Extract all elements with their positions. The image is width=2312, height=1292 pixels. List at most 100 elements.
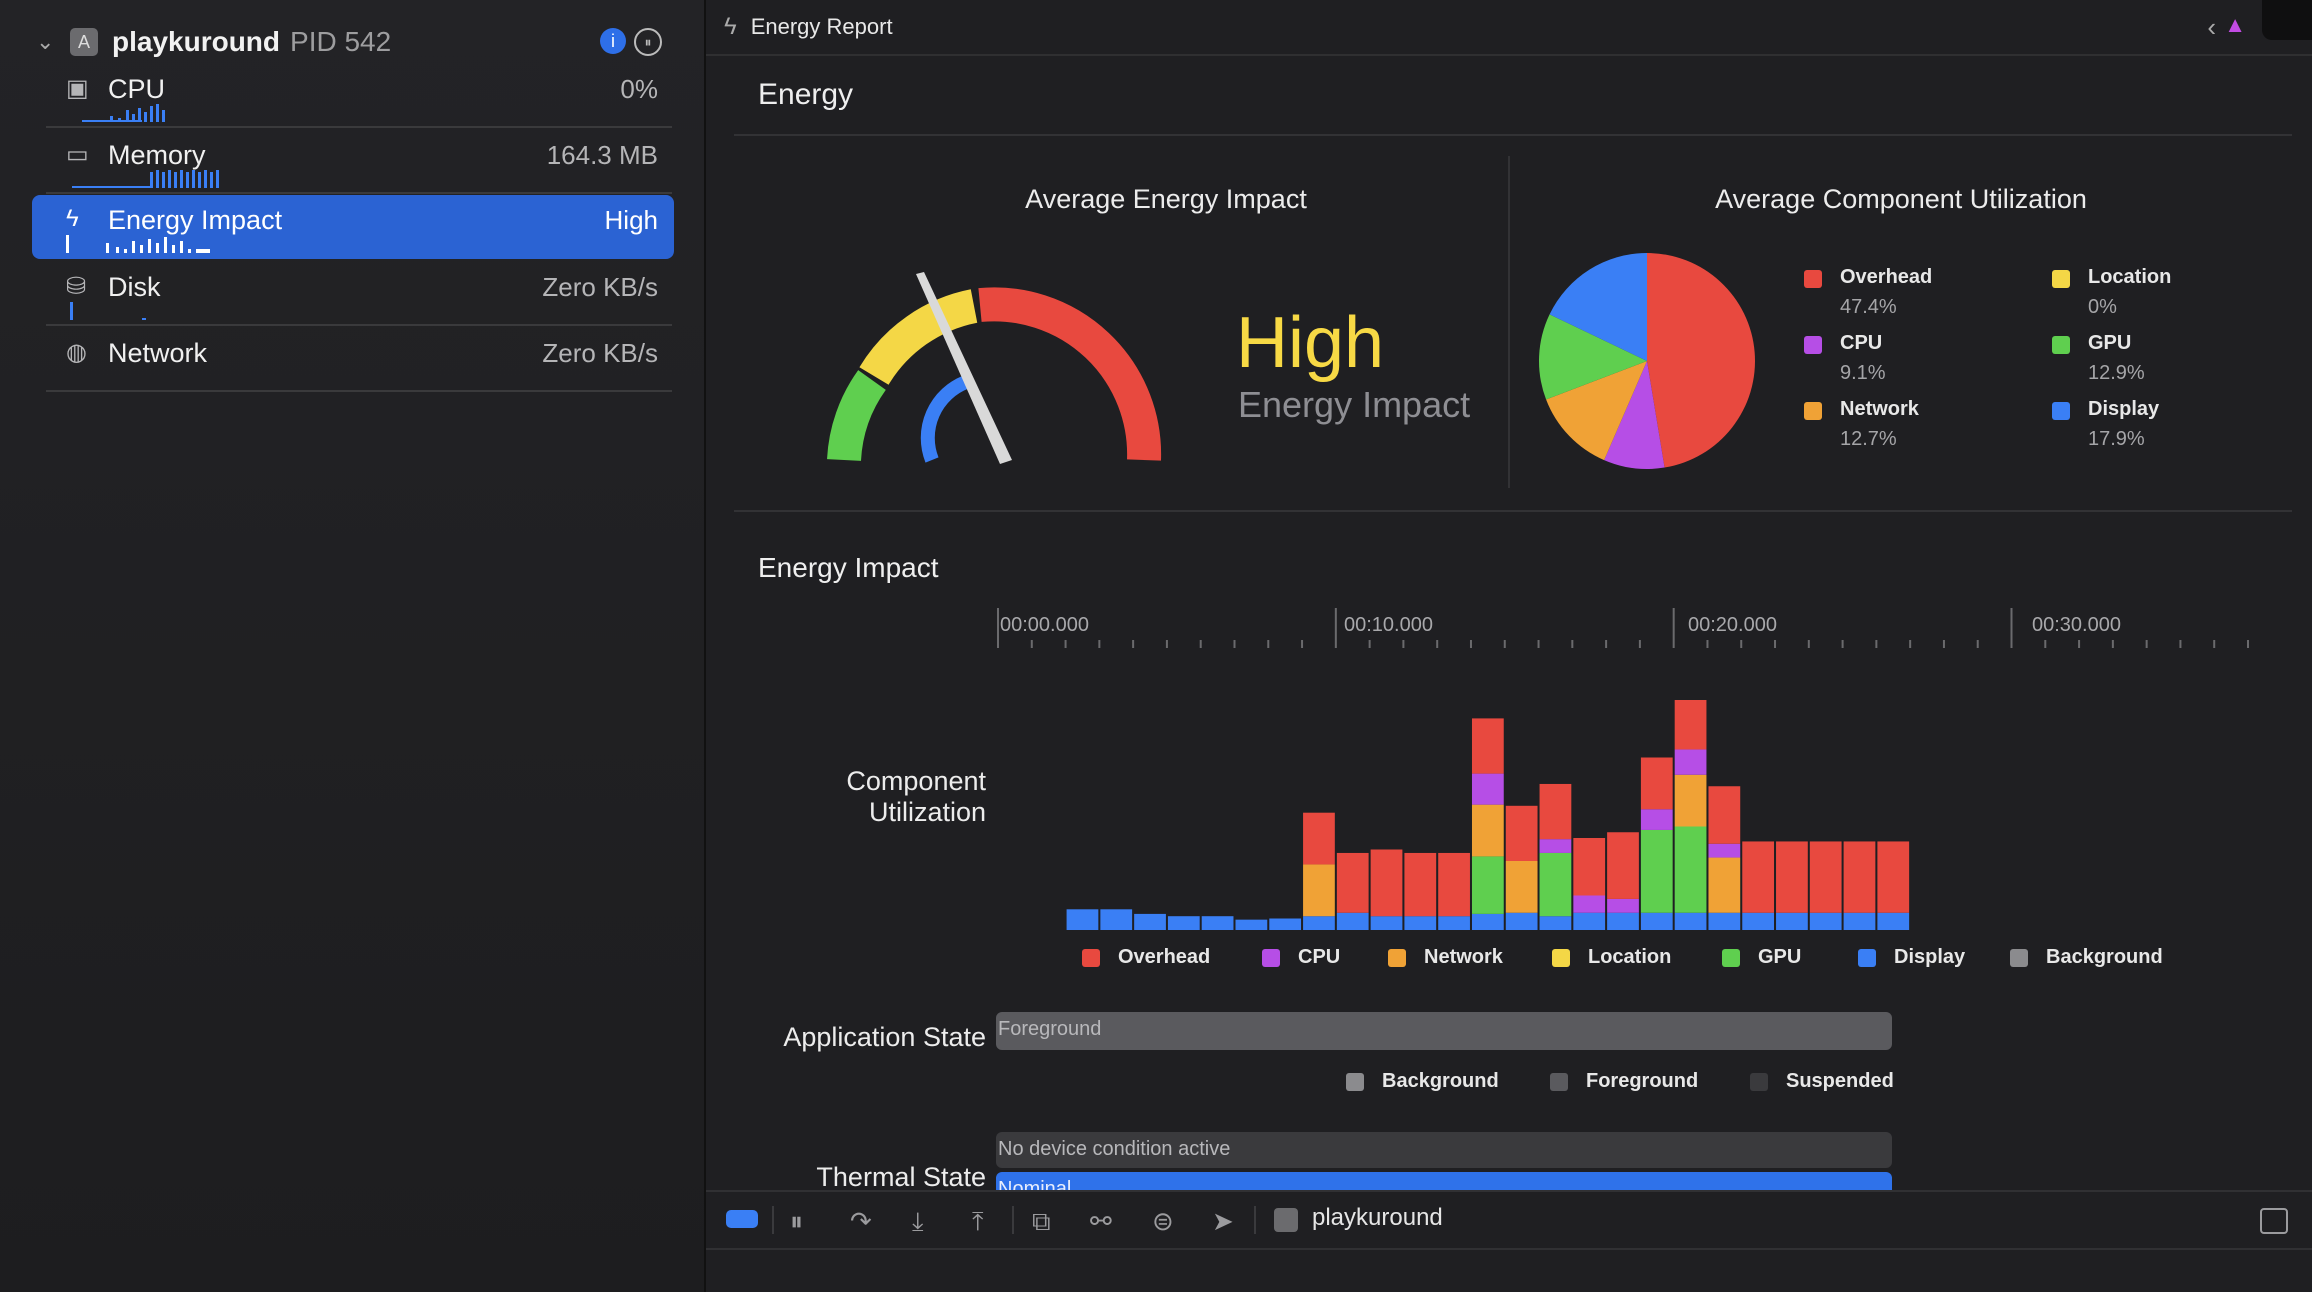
toggle-debug-area-icon[interactable] bbox=[2260, 1208, 2288, 1234]
bar-segment-overhead bbox=[1776, 841, 1808, 913]
legend-value: 12.7% bbox=[1840, 428, 1897, 450]
time-ruler bbox=[997, 608, 2249, 648]
gauge-high-segment bbox=[978, 287, 1162, 461]
bar-segment-network bbox=[1708, 857, 1741, 913]
bar-segment-overhead bbox=[1708, 786, 1741, 844]
legend-name: Display bbox=[1894, 946, 1966, 968]
pause-badge-icon[interactable]: ⏸ bbox=[634, 28, 662, 56]
bar-segment-display bbox=[1674, 912, 1707, 930]
legend-name: Background bbox=[1382, 1070, 1499, 1092]
bar-segment-overhead bbox=[1438, 852, 1470, 917]
gauge-label: Energy Impact bbox=[108, 205, 283, 235]
divider bbox=[46, 324, 672, 326]
bar-segment-gpu bbox=[1539, 852, 1572, 917]
bar-legend-gpu: GPU bbox=[1722, 946, 1801, 969]
gauge-energy-impact[interactable]: ϟ Energy Impact High bbox=[32, 195, 674, 259]
bar-segment-overhead bbox=[1607, 832, 1639, 899]
divider bbox=[46, 390, 672, 392]
legend-name: Overhead bbox=[1118, 946, 1211, 968]
bar-segment-display bbox=[1066, 909, 1099, 930]
warning-icon[interactable]: ▲ bbox=[2224, 12, 2246, 37]
legend-swatch bbox=[1858, 948, 1876, 967]
application-state-value: Foreground bbox=[998, 1018, 1102, 1040]
app-icon: A bbox=[70, 28, 98, 56]
bar-legend-overhead: Overhead bbox=[1082, 946, 1210, 969]
gauge-network[interactable]: ◍ Network Zero KB/s bbox=[32, 328, 674, 392]
legend-swatch bbox=[2052, 336, 2070, 354]
legend-value: 9.1% bbox=[1840, 362, 1886, 384]
step-out-icon[interactable]: ⤒ bbox=[972, 1206, 984, 1236]
location-arrow-icon[interactable]: ➤ bbox=[1212, 1206, 1234, 1236]
section-title-energy: Energy bbox=[758, 78, 854, 111]
thermal-state-bar[interactable] bbox=[996, 1172, 1892, 1190]
application-state-bar[interactable] bbox=[996, 1012, 1892, 1050]
bar-legend-background: Background bbox=[2010, 946, 2163, 969]
globe-icon: ◍ bbox=[66, 339, 87, 366]
gauge-current-arc bbox=[920, 375, 969, 463]
chevron-down-icon[interactable]: ⌄ bbox=[36, 29, 55, 54]
bar-segment-display bbox=[1201, 916, 1234, 930]
legend-name: GPU bbox=[2088, 332, 2132, 354]
process-name: playkuround bbox=[112, 26, 281, 57]
app-icon bbox=[1274, 1208, 1298, 1232]
bar-segment-display bbox=[1809, 912, 1842, 930]
energy-gauge bbox=[827, 272, 1162, 464]
legend-swatch bbox=[1552, 948, 1570, 967]
process-row[interactable]: ⌄ A playkuround PID 542 i ⏸ bbox=[36, 22, 676, 62]
thermal-condition-bar[interactable] bbox=[996, 1132, 1892, 1168]
environment-overrides-icon[interactable]: ⊜ bbox=[1152, 1206, 1174, 1236]
bar-segment-overhead bbox=[1674, 700, 1707, 750]
gauge-label: Memory bbox=[108, 140, 206, 170]
legend-name: Location bbox=[1588, 946, 1672, 968]
bar-segment-cpu bbox=[1708, 843, 1741, 858]
label-line: Utilization bbox=[868, 797, 986, 827]
gauge-low-segment bbox=[827, 370, 887, 462]
bar-segment-overhead bbox=[1336, 852, 1369, 913]
bar-segment-display bbox=[1404, 916, 1437, 930]
toggle-console-icon[interactable] bbox=[726, 1210, 758, 1228]
legend-swatch bbox=[1804, 402, 1822, 420]
thermal-state-bar-clip: Nominal bbox=[996, 1172, 1892, 1190]
bar-segment-cpu bbox=[1573, 895, 1606, 913]
bar-segment-cpu bbox=[1471, 773, 1504, 805]
legend-name: Background bbox=[2046, 946, 2163, 968]
gauge-cpu[interactable]: ▣ CPU 0% bbox=[32, 64, 674, 128]
divider bbox=[46, 192, 672, 194]
gauge-value: Zero KB/s bbox=[542, 338, 658, 368]
memory-graph-icon[interactable]: ⚯ bbox=[1090, 1206, 1112, 1236]
state-legend: Background Foreground Suspended bbox=[1346, 1070, 1906, 1094]
gauge-disk[interactable]: ⛁ Disk Zero KB/s bbox=[32, 262, 674, 326]
bar-segment-display bbox=[1708, 912, 1741, 930]
state-legend-foreground: Foreground bbox=[1550, 1070, 1698, 1093]
process-pid: PID 542 bbox=[290, 26, 392, 57]
avg-component-title: Average Component Utilization bbox=[1715, 184, 2087, 214]
legend-name: GPU bbox=[1758, 946, 1802, 968]
bar-segment-display bbox=[1438, 916, 1470, 930]
bar-segment-gpu bbox=[1640, 829, 1673, 913]
vertical-divider bbox=[1508, 156, 1510, 488]
step-over-icon[interactable]: ↷ bbox=[850, 1206, 872, 1236]
thermal-condition-text: No device condition active bbox=[998, 1138, 1231, 1160]
gauge-label: Network bbox=[108, 338, 208, 368]
process-selector[interactable]: playkuround bbox=[1312, 1204, 1443, 1231]
bar-segment-overhead bbox=[1370, 849, 1403, 917]
legend-swatch bbox=[2052, 402, 2070, 420]
step-into-icon[interactable]: ⤓ bbox=[912, 1206, 924, 1236]
legend-swatch bbox=[2052, 270, 2070, 288]
component-utilization-label: Component Utilization bbox=[766, 766, 986, 828]
chevron-left-icon[interactable]: ‹ bbox=[2207, 12, 2216, 42]
legend-value: 0% bbox=[2088, 296, 2117, 318]
legend-value: 17.9% bbox=[2088, 428, 2145, 450]
view-hierarchy-icon[interactable]: ⧉ bbox=[1032, 1206, 1051, 1236]
gauge-value: High bbox=[604, 205, 658, 235]
tick-label: 00:00.000 bbox=[1000, 614, 1089, 636]
bar-segment-gpu bbox=[1471, 856, 1504, 914]
info-badge-icon[interactable]: i bbox=[600, 28, 626, 54]
gauge-memory[interactable]: ▭ Memory 164.3 MB bbox=[32, 130, 674, 194]
thermal-state-value: Nominal bbox=[998, 1178, 1072, 1190]
bar-segment-display bbox=[1742, 912, 1775, 930]
legend-name: CPU bbox=[1840, 332, 1883, 354]
pause-icon[interactable]: ⏸ bbox=[790, 1206, 804, 1236]
bar-segment-display bbox=[1471, 913, 1504, 930]
impact-level: High bbox=[1236, 303, 1385, 383]
